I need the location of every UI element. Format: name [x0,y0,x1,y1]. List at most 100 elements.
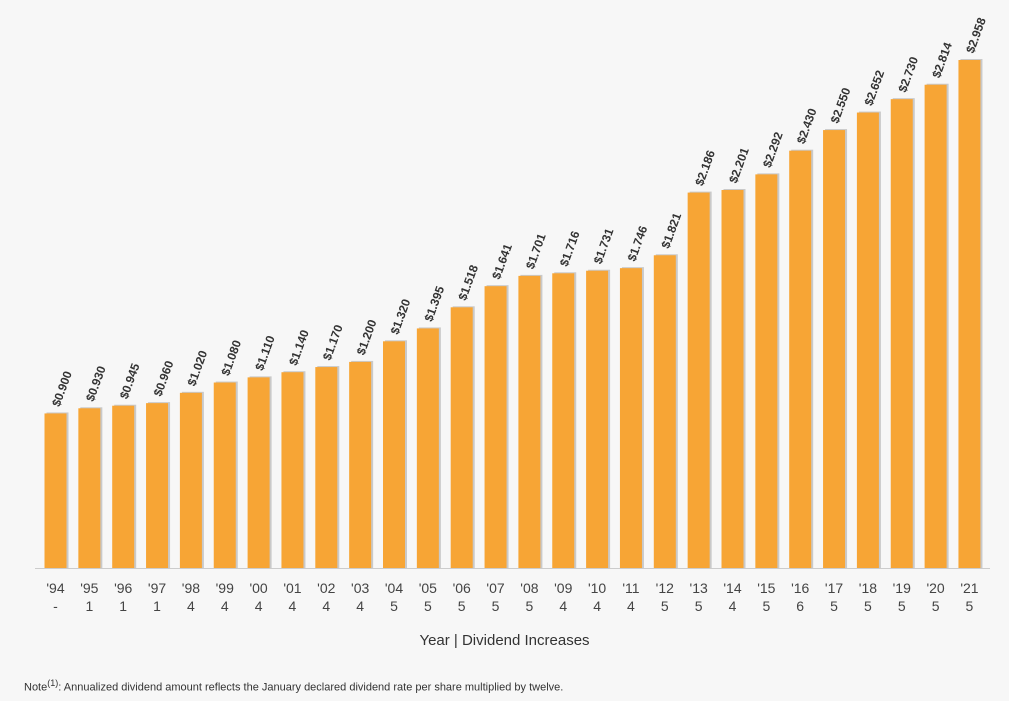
bar-value-label: $2.730 [895,55,921,95]
x-tick-year: '10 [588,580,606,596]
bar [112,405,135,568]
x-tick-year: '14 [723,580,741,596]
bar-value-label: $1.170 [320,323,346,363]
bar [619,268,642,568]
bar [44,413,67,568]
x-tick-year: '98 [182,580,200,596]
x-tick-year: '96 [114,580,132,596]
bar [958,60,981,568]
bar-value-label: $2.430 [794,106,820,146]
x-tick-increases: 5 [458,598,466,614]
x-tick-year: '19 [893,580,911,596]
bar [179,392,202,568]
x-tick-increases: 4 [627,598,635,614]
x-tick-increases: 6 [796,598,804,614]
bar [653,255,676,568]
bar [755,174,778,568]
x-tick-increases: 5 [830,598,838,614]
x-tick-increases: 4 [221,598,229,614]
x-tick-increases: 1 [85,598,93,614]
x-tick-increases: 5 [424,598,432,614]
x-tick-year: '18 [859,580,877,596]
bar [213,382,236,568]
x-tick-year: '16 [791,580,809,596]
x-tick-year: '07 [486,580,504,596]
footnote-marker: (1) [47,678,59,688]
bar [721,190,744,568]
x-tick-year: '09 [554,580,572,596]
bar-value-label: $1.020 [185,348,211,388]
x-tick-year: '94 [46,580,64,596]
bar [383,341,405,568]
bar-value-label: $1.110 [252,333,278,372]
bar [586,270,609,568]
bar-value-label: $2.814 [929,40,955,80]
bar [890,99,913,568]
bar-value-label: $0.945 [117,361,143,401]
bar-value-label: $1.641 [489,242,515,282]
bar [789,150,812,568]
bar [315,367,338,568]
x-tick-increases: 5 [762,598,770,614]
dividend-bar-chart: $0.900 '94 - $0.930 '95 1 $0.945 '96 1 $0.960 '97 1… [35,15,990,614]
x-tick-year: '03 [351,580,369,596]
x-tick-year: '11 [622,580,639,596]
bar-value-label: $0.900 [49,369,75,409]
x-tick-increases: 4 [289,598,297,614]
x-tick-year: '02 [317,580,335,596]
bar-value-label: $1.746 [625,224,651,264]
bar [281,372,304,568]
x-tick-year: '17 [825,580,843,596]
x-tick-increases: 4 [356,598,364,614]
x-tick-increases: 5 [898,598,906,614]
bar [518,275,541,568]
footnote: Note(1): Annualized dividend amount refl… [24,678,563,694]
x-tick-year: '95 [80,580,98,596]
bar [823,130,846,568]
bar-value-label: $1.200 [354,317,380,357]
bar [856,112,879,568]
bar [349,361,372,568]
x-tick-year: '99 [216,580,234,596]
x-tick-increases: 5 [932,598,940,614]
bar [416,328,439,568]
footnote-text: : Annualized dividend amount reflects th… [58,681,564,694]
bar-value-label: $2.186 [692,148,718,188]
bar-value-label: $2.201 [726,145,752,185]
x-tick-increases: 4 [559,598,567,614]
x-tick-increases: 4 [729,598,737,614]
x-tick-year: '06 [453,580,471,596]
bar-value-label: $2.550 [828,86,854,126]
x-tick-year: '00 [249,580,267,596]
x-tick-increases: 5 [864,598,872,614]
bar-value-label: $1.140 [286,328,312,368]
bar [552,273,575,568]
x-tick-increases: 4 [593,598,601,614]
x-tick-year: '20 [926,580,944,596]
bar-value-label: $1.080 [218,338,244,378]
bar-value-label: $0.960 [151,359,177,399]
bar-value-label: $0.930 [83,364,109,404]
x-tick-year: '15 [757,580,775,596]
x-tick-increases: - [53,598,58,614]
x-tick-increases: 1 [119,598,127,614]
x-tick-increases: 5 [492,598,500,614]
x-tick-increases: 5 [695,598,703,614]
x-tick-increases: 5 [966,598,974,614]
x-tick-year: '01 [283,580,301,596]
bar [78,408,101,568]
bar-value-label: $1.821 [658,211,684,251]
x-tick-increases: 5 [661,598,669,614]
bar [247,377,270,568]
bar-value-label: $2.292 [760,130,786,170]
footnote-prefix: Note [24,681,48,694]
x-tick-year: '13 [690,580,708,596]
bar [924,84,947,568]
x-tick-year: '21 [960,580,978,596]
x-tick-year: '08 [520,580,538,596]
x-tick-increases: 5 [526,598,534,614]
x-tick-year: '12 [656,580,674,596]
bar-value-label: $1.518 [455,263,481,303]
bar-value-label: $1.701 [523,231,549,271]
x-tick-year: '97 [148,580,166,596]
